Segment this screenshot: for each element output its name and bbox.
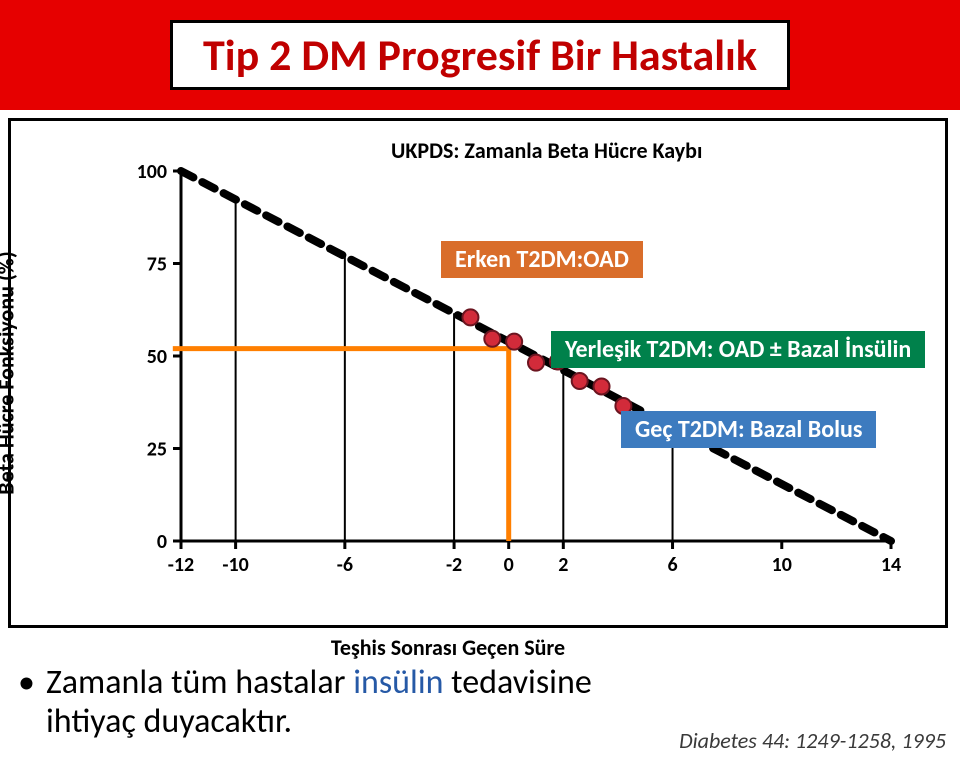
label-late-t2dm: Geç T2DM: Bazal Bolus xyxy=(621,411,876,448)
bullet-insulin-word: insülin xyxy=(353,662,443,703)
label-early-t2dm: Erken T2DM:OAD xyxy=(441,241,643,278)
svg-text:75: 75 xyxy=(147,253,167,277)
svg-text:6: 6 xyxy=(667,553,677,577)
bullet-part1: Zamanla tüm hastalar xyxy=(46,662,353,703)
slide-title: Tip 2 DM Progresif Bir Hastalık xyxy=(203,31,757,79)
svg-text:-6: -6 xyxy=(337,553,353,577)
svg-text:-2: -2 xyxy=(446,553,462,577)
svg-text:100: 100 xyxy=(137,160,167,184)
svg-text:-10: -10 xyxy=(222,553,248,577)
svg-text:2: 2 xyxy=(558,553,568,577)
slide: Tip 2 DM Progresif Bir Hastalık Beta Hüc… xyxy=(0,0,960,760)
title-strip: Tip 2 DM Progresif Bir Hastalık xyxy=(0,0,960,110)
chart-area: UKPDS: Zamanla Beta Hücre Kaybı 02550751… xyxy=(131,141,911,611)
svg-text:10: 10 xyxy=(772,553,792,577)
svg-text:0: 0 xyxy=(504,553,514,577)
svg-text:0: 0 xyxy=(157,530,167,554)
svg-text:-12: -12 xyxy=(168,553,194,577)
chart-svg: 0 25 50 75 100 -12 -10 -6 -2 0 2 6 10 14 xyxy=(131,141,911,611)
citation: Diabetes 44: 1249-1258, 1995 xyxy=(679,727,946,754)
bullet-row: Teşhis Sonrası Geçen Süre •Zamanla tüm h… xyxy=(18,634,938,741)
y-axis-label: Beta Hücre Fonksiyonu (%) xyxy=(0,251,20,494)
label-established-t2dm: Yerleşik T2DM: OAD ± Bazal İnsülin xyxy=(551,331,925,368)
svg-text:14: 14 xyxy=(881,553,901,577)
title-box: Tip 2 DM Progresif Bir Hastalık xyxy=(170,20,790,90)
svg-text:50: 50 xyxy=(147,345,167,369)
bullet-part2: tedavisine xyxy=(443,662,591,703)
timeline-x-label: Teşhis Sonrası Geçen Süre xyxy=(198,634,698,661)
bullet-marker: • xyxy=(18,663,46,702)
svg-text:25: 25 xyxy=(147,438,167,462)
chart-frame: Beta Hücre Fonksiyonu (%) UKPDS: Zamanla… xyxy=(8,118,948,628)
